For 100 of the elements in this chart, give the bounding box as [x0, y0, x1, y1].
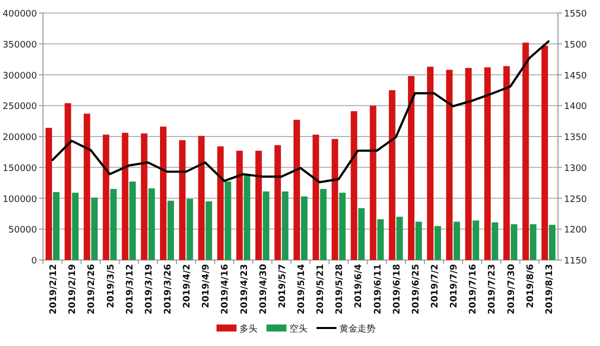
- bar: [510, 224, 518, 260]
- y2-tick-label: 1300: [564, 164, 588, 174]
- y-tick-label: 150000: [2, 164, 38, 174]
- x-tick-label: 2019/6/18: [392, 264, 402, 314]
- y-tick-label: 200000: [2, 133, 38, 143]
- bar: [282, 191, 288, 260]
- bar: [224, 182, 232, 260]
- x-tick-label: 2019/8/13: [544, 264, 555, 314]
- x-tick-label: 2019/5/21: [316, 264, 326, 314]
- bar: [350, 111, 358, 260]
- x-tick-label: 2019/7/16: [468, 264, 479, 314]
- bar: [312, 134, 320, 260]
- bar: [160, 126, 166, 260]
- bar: [198, 136, 205, 260]
- bar: [53, 192, 60, 260]
- bar: [541, 46, 548, 260]
- y2-tick-label: 1150: [564, 256, 588, 266]
- x-tick-label: 2019/7/23: [488, 264, 498, 314]
- bar: [217, 146, 224, 260]
- y-tick-label: 0: [31, 256, 38, 266]
- y-tick-label: 100000: [2, 194, 38, 205]
- y2-tick-label: 1350: [564, 133, 588, 143]
- bar: [415, 222, 422, 260]
- legend-label: 黄金走势: [340, 324, 376, 334]
- bar: [140, 133, 148, 260]
- x-tick-label: 2019/2/19: [68, 264, 78, 314]
- bar: [522, 42, 529, 260]
- bar: [129, 182, 136, 260]
- bar: [377, 219, 384, 260]
- legend-label: 多头: [240, 324, 258, 334]
- bar: [454, 222, 460, 260]
- bar: [472, 220, 480, 260]
- bar: [294, 120, 300, 260]
- y2-tick-label: 1550: [564, 10, 588, 20]
- y2-tick-label: 1200: [564, 226, 588, 236]
- x-tick-label: 2019/8/6: [526, 264, 536, 308]
- x-tick-label: 2019/4/30: [258, 264, 269, 314]
- x-tick-label: 2019/6/25: [411, 264, 422, 314]
- bar: [179, 140, 186, 260]
- y2-tick-label: 1250: [564, 194, 588, 205]
- bar: [274, 145, 281, 260]
- legend-label: 空头: [290, 324, 308, 334]
- x-tick-label: 2019/4/9: [202, 264, 212, 308]
- bar: [408, 76, 414, 260]
- bar: [339, 192, 346, 260]
- x-tick-label: 2019/6/4: [354, 264, 364, 308]
- x-tick-label: 2019/7/30: [506, 264, 517, 314]
- x-tick-label: 2019/3/12: [125, 264, 136, 314]
- bar: [465, 68, 472, 260]
- x-tick-label: 2019/4/2: [182, 264, 193, 308]
- bar: [358, 208, 365, 260]
- x-tick-label: 2019/4/16: [220, 264, 231, 314]
- bar: [84, 114, 90, 260]
- bar: [262, 191, 270, 260]
- y2-tick-label: 1400: [564, 102, 588, 112]
- bar: [446, 70, 453, 260]
- bar: [64, 103, 72, 260]
- y2-tick-label: 1450: [564, 71, 588, 82]
- bar: [320, 188, 327, 260]
- y-tick-label: 250000: [2, 102, 38, 112]
- bar: [255, 150, 262, 260]
- y-tick-label: 350000: [2, 40, 38, 50]
- bar: [484, 67, 491, 260]
- bar: [427, 66, 434, 260]
- bar: [72, 192, 79, 260]
- bar: [46, 128, 52, 260]
- bar: [206, 201, 212, 260]
- x-tick-label: 2019/5/28: [335, 264, 346, 314]
- bar: [236, 150, 243, 260]
- x-tick-label: 2019/2/12: [49, 264, 60, 314]
- bar: [244, 174, 250, 260]
- bar: [332, 138, 338, 260]
- bar: [396, 216, 403, 260]
- bar: [167, 200, 174, 260]
- x-tick-label: 2019/4/23: [240, 264, 250, 314]
- bar: [388, 90, 396, 260]
- line-series: [51, 40, 550, 184]
- bar: [91, 198, 98, 260]
- x-tick-label: 2019/2/26: [87, 264, 98, 314]
- x-tick-label: 2019/5/7: [278, 264, 288, 308]
- bar: [148, 188, 155, 260]
- x-tick-label: 2019/3/19: [144, 264, 154, 314]
- x-tick-label: 2019/3/26: [163, 264, 174, 314]
- bar: [530, 224, 536, 260]
- bar: [434, 226, 442, 260]
- bar: [492, 222, 498, 260]
- x-tick-label: 2019/7/2: [430, 264, 441, 308]
- x-tick-label: 2019/3/5: [106, 264, 116, 308]
- bar: [122, 132, 128, 260]
- bar: [186, 198, 194, 260]
- bar: [370, 106, 376, 260]
- y2-tick-label: 1500: [564, 40, 588, 50]
- x-tick-label: 2019/6/11: [373, 264, 384, 314]
- y-tick-label: 300000: [2, 71, 38, 82]
- bar: [102, 134, 110, 260]
- bar: [110, 188, 117, 260]
- y-tick-label: 400000: [2, 10, 38, 20]
- x-tick-label: 2019/5/14: [297, 264, 307, 314]
- bar: [548, 224, 556, 260]
- x-tick-label: 2019/7/9: [450, 264, 460, 308]
